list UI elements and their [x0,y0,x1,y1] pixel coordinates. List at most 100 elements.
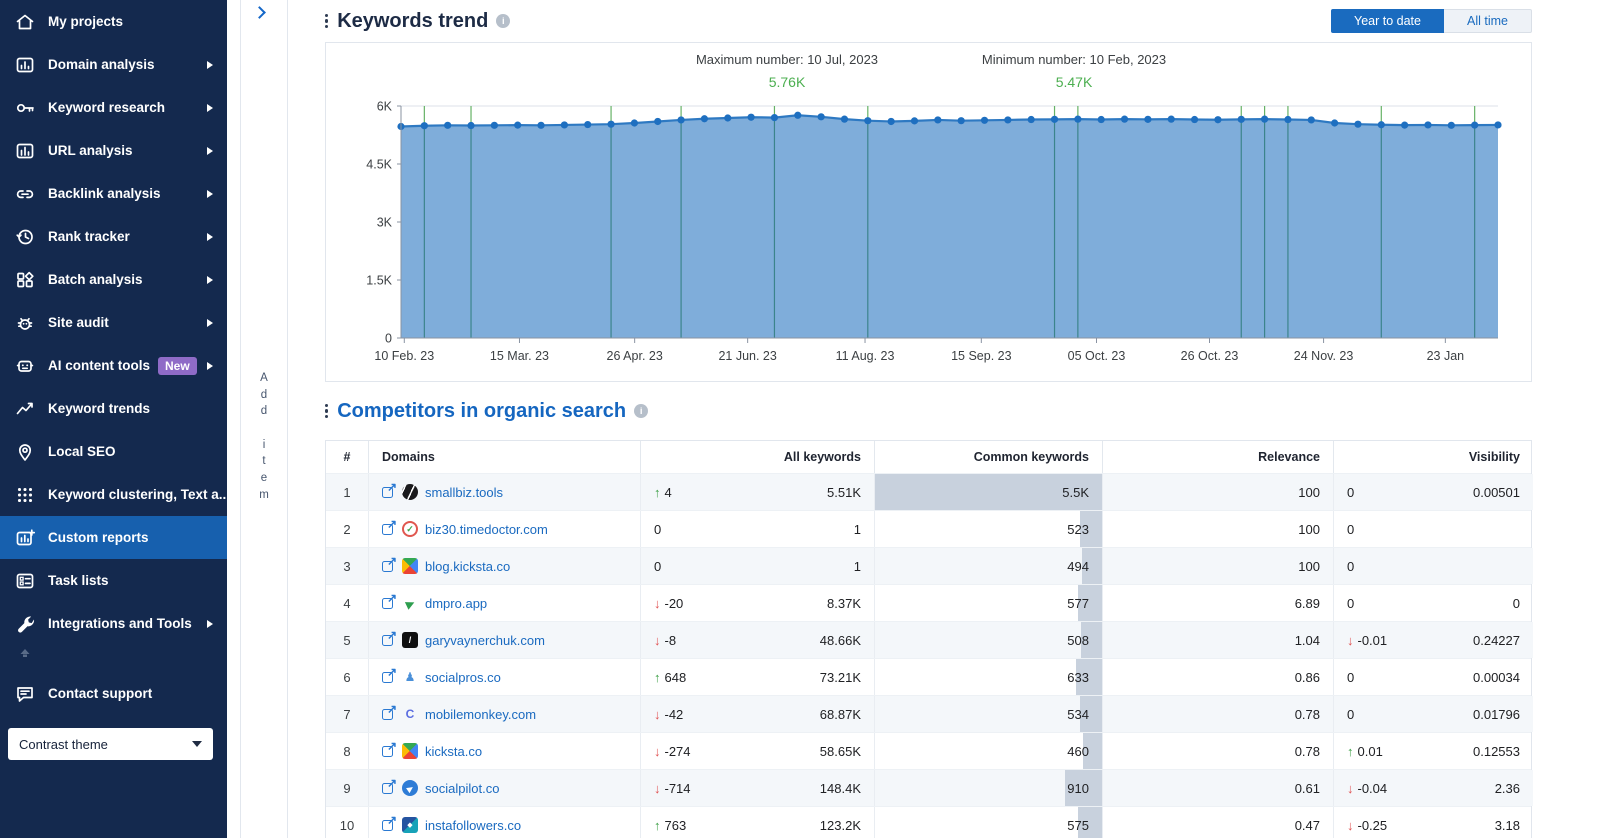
visibility-value: 0.00501 [1473,484,1520,500]
external-link-icon[interactable] [382,554,397,572]
info-icon[interactable]: i [496,14,511,28]
sidebar-item-label: Site audit [48,315,109,330]
contrast-theme-select[interactable]: Contrast theme [8,728,213,760]
visibility-cell: ↓ -0.01 0.24227 [1333,622,1533,658]
visibility-cell: ↓ -0.25 3.18 [1333,807,1533,838]
external-link-icon[interactable] [382,665,397,683]
hidden-partial-icon [20,649,30,657]
sidebar-item-partial[interactable] [0,645,227,672]
sidebar-item-keyword-trends[interactable]: Keyword trends [0,387,227,430]
sidebar-item-rank-tracker[interactable]: Rank tracker [0,215,227,258]
table-header-row: # Domains All keywords Common keywords Relev… [326,441,1531,473]
all-keywords-cell: ↑ 4 5.51K [640,474,874,510]
domain-link[interactable]: garyvaynerchuk.com [425,632,545,648]
socialpilot-favicon-icon [402,780,418,796]
common-keywords-bar [1079,696,1102,732]
external-link-icon[interactable] [382,480,397,498]
competitors-title: Competitors in organic search [337,399,627,422]
visibility-cell: 0 0.00034 [1333,659,1533,695]
sidebar-item-label: Backlink analysis [48,186,161,201]
robot-icon [16,360,34,372]
visibility-value: 0 [1512,595,1520,611]
svg-text:26 Apr. 23: 26 Apr. 23 [607,349,663,363]
down-arrow-icon: ↓ [654,706,661,722]
domain-link[interactable]: kicksta.co [425,743,483,759]
sidebar-item-keyword-clustering-text-a[interactable]: Keyword clustering, Text a... [0,473,230,516]
all-keywords-cell: ↓ -714 148.4K [640,770,874,806]
visibility-value: 0.00034 [1473,669,1520,685]
column-header-domains: Domains [368,441,640,473]
all-keywords-value: 123.2K [819,817,861,833]
drag-handle-icon[interactable] [325,13,329,29]
rank-cell: 3 [326,548,368,584]
sidebar-item-backlink-analysis[interactable]: Backlink analysis [0,172,227,215]
visibility-cell: ↓ -0.04 2.36 [1333,770,1533,806]
external-link-icon[interactable] [382,628,397,646]
domain-link[interactable]: socialpilot.co [425,780,500,796]
change-value: ↑ 763 [654,817,687,833]
all-keywords-cell: ↓ -274 58.65K [640,733,874,769]
relevance-cell: 0.61 [1102,770,1333,806]
visibility-value: 0.12553 [1473,743,1520,759]
external-link-icon[interactable] [382,813,397,831]
column-header-common-keywords: Common keywords [874,441,1102,473]
domain-link[interactable]: blog.kicksta.co [425,558,511,574]
rank-cell: 7 [326,696,368,732]
all-keywords-value: 1 [853,521,861,537]
info-icon[interactable]: i [634,404,649,418]
sidebar-item-label: My projects [48,14,124,29]
sidebar-item-url-analysis[interactable]: URL analysis [0,129,227,172]
external-link-icon[interactable] [382,739,397,757]
domain-link[interactable]: instafollowers.co [425,817,522,833]
sidebar-item-custom-reports[interactable]: Custom reports [0,516,227,559]
common-keywords-bar [1075,659,1102,695]
domain-link[interactable]: dmpro.app [425,595,488,611]
common-keywords-bar [875,474,1102,510]
sidebar-item-task-lists[interactable]: Task lists [0,559,227,602]
keywords-trend-title: Keywords trend [337,9,489,32]
competitors-table: # Domains All keywords Common keywords Relev… [325,440,1533,838]
external-link-icon[interactable] [382,591,397,609]
external-link-icon[interactable] [382,517,397,535]
domain-link[interactable]: mobilemonkey.com [425,706,537,722]
tab-year-to-date[interactable]: Year to date [1331,9,1444,33]
add-item-button[interactable]: A d d i t e m [259,372,269,501]
sidebar-item-batch-analysis[interactable]: Batch analysis [0,258,227,301]
common-keywords-bar [1078,807,1102,838]
sidebar-item-my-projects[interactable]: My projects [0,0,227,43]
add-item-band[interactable] [240,0,288,838]
external-link-icon[interactable] [382,776,397,794]
sidebar-item-domain-analysis[interactable]: Domain analysis [0,43,227,86]
sidebar-item-contact-support[interactable]: Contact support [0,672,227,715]
sidebar-item-ai-content-tools[interactable]: AI content tools New [0,344,227,387]
sidebar-item-label: Rank tracker [48,229,130,244]
history-clock-icon [16,229,33,244]
down-arrow-icon: ↓ [1347,780,1354,796]
sidebar-item-integrations-and-tools[interactable]: Integrations and Tools [0,602,227,645]
sidebar-item-site-audit[interactable]: Site audit [0,301,227,344]
all-keywords-cell: ↓ -8 48.66K [640,622,874,658]
tab-all-time[interactable]: All time [1444,9,1532,33]
rank-cell: 4 [343,595,351,611]
rank-cell: 2 [343,521,351,537]
relevance-cell: 0.78 [1102,733,1333,769]
all-keywords-cell: ↑ 763 123.2K [640,807,874,838]
table-row: 6 socialpros.co ↑648 73.21K 633 0.86 0 0.00034 [326,658,1531,695]
up-arrow-icon: ↑ [1347,743,1354,759]
drag-handle-icon[interactable] [325,403,329,419]
svg-text:1.5K: 1.5K [366,274,392,288]
svg-text:26 Oct. 23: 26 Oct. 23 [1181,349,1239,363]
domain-link[interactable]: smallbiz.tools [425,484,504,500]
down-arrow-icon: ↓ [654,595,661,611]
sidebar-item-local-seo[interactable]: Local SEO [0,430,227,473]
visibility-cell: 0 [1333,548,1533,584]
add-item-rail: A d d i t e m [227,0,310,838]
expand-arrow-icon [207,103,213,112]
external-link-icon[interactable] [382,702,397,720]
domain-link[interactable]: socialpros.co [425,669,501,685]
gary-favicon-icon [402,632,418,648]
change-value: ↑ 4 [654,484,672,500]
sidebar-item-keyword-research[interactable]: Keyword research [0,86,227,129]
domain-link[interactable]: biz30.timedoctor.com [425,521,548,537]
